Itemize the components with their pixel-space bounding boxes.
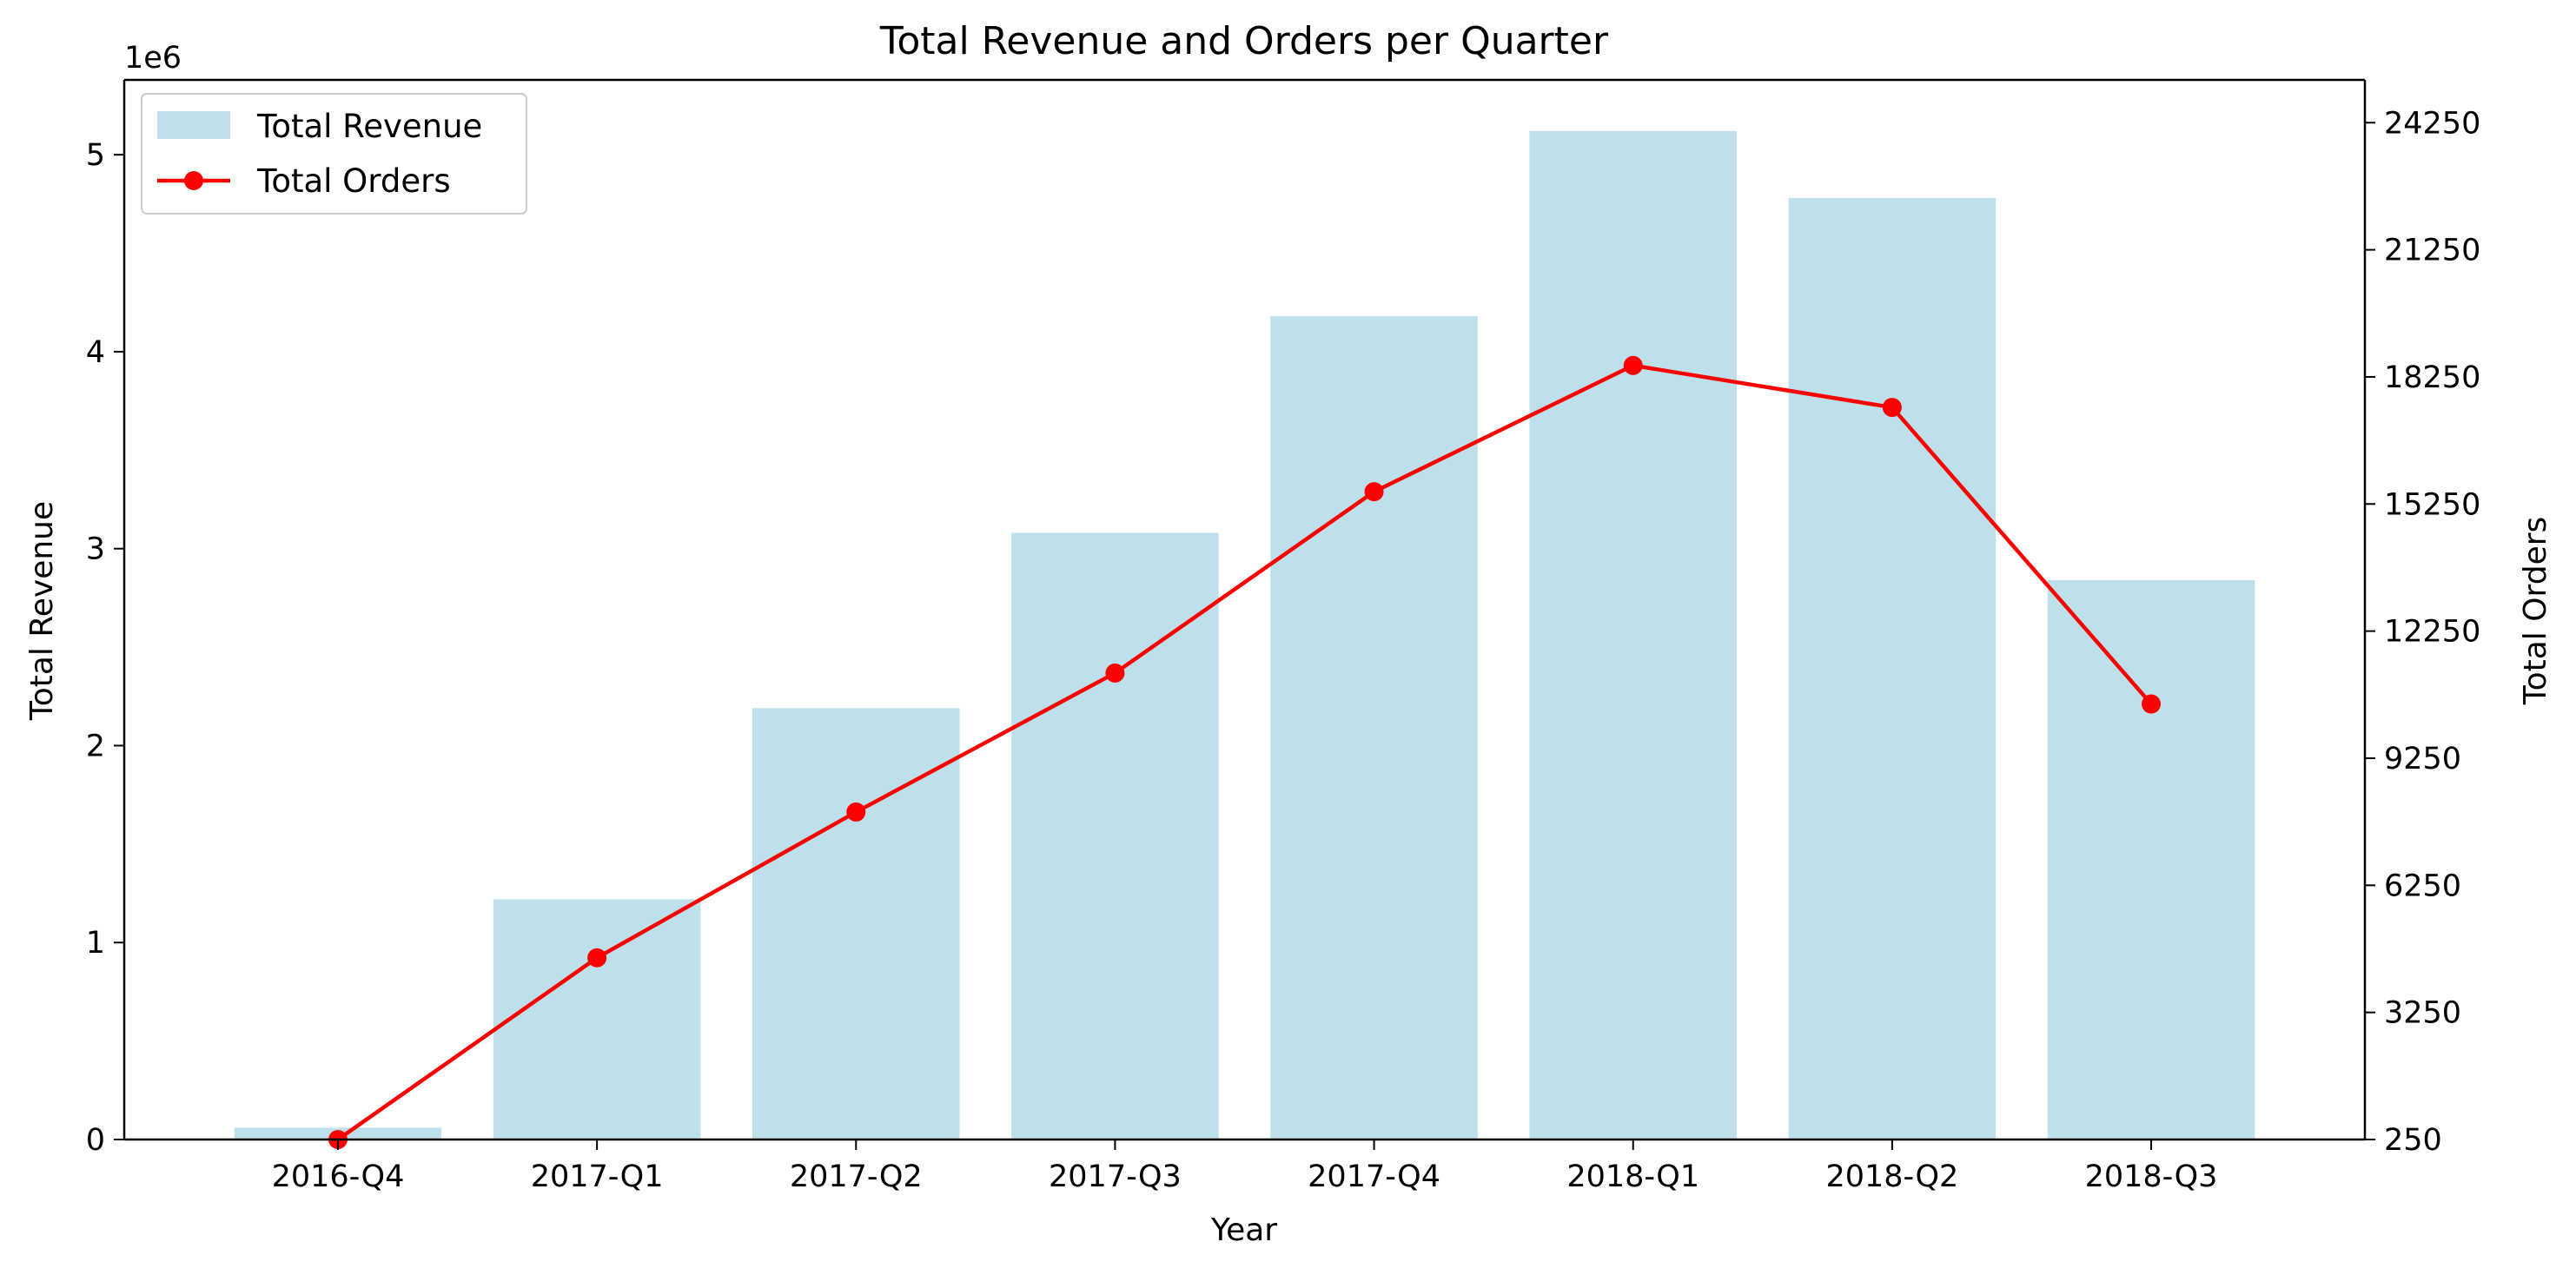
revenue-bar-2017-Q1: [493, 899, 701, 1140]
orders-point-2017-Q3: [1105, 663, 1125, 683]
x-tick-label: 2018-Q3: [2085, 1159, 2218, 1194]
y-tick-label: 0: [86, 1123, 105, 1158]
y-tick-label: 4: [86, 335, 105, 370]
revenue-bar-2018-Q2: [1788, 198, 1997, 1140]
orders-point-2018-Q2: [1882, 398, 1902, 418]
y2-tick-label: 12250: [2384, 615, 2480, 650]
x-tick-label: 2018-Q1: [1566, 1159, 1699, 1194]
legend-label-revenue: Total Revenue: [256, 108, 482, 145]
legend-box: [141, 93, 527, 215]
x-tick-label: 2016-Q4: [272, 1159, 405, 1194]
orders-point-2017-Q2: [846, 802, 866, 822]
y2-tick-label: 3250: [2384, 996, 2461, 1031]
y2-tick-label: 6250: [2384, 869, 2461, 903]
x-tick-label: 2017-Q2: [790, 1159, 923, 1194]
y2-tick-label: 24250: [2384, 106, 2480, 141]
y2-tick-label: 15250: [2384, 487, 2480, 522]
legend-label-orders: Total Orders: [256, 162, 451, 200]
y2-axis-title: Total Orders: [2518, 517, 2553, 706]
y2-tick-label: 9250: [2384, 742, 2461, 776]
revenue-bar-2017-Q3: [1011, 532, 1219, 1140]
axes: 2016-Q4 2017-Q1 2017-Q2 2017-Q3 2017-Q4 2018-…: [86, 78, 2480, 1194]
y-axis-title: Total Revenue: [24, 501, 60, 721]
chart-title: Total Revenue and Orders per Quarter: [879, 19, 1609, 63]
legend-marker-orders: [184, 171, 203, 190]
orders-point-2018-Q3: [2142, 694, 2162, 714]
x-tick-label: 2017-Q3: [1049, 1159, 1182, 1194]
orders-line: [328, 355, 2162, 1149]
revenue-bar-2017-Q4: [1270, 316, 1478, 1140]
orders-point-2018-Q1: [1623, 355, 1643, 375]
revenue-bar-2018-Q3: [2047, 579, 2255, 1140]
y-tick-label: 1: [86, 926, 105, 961]
revenue-bars: [234, 130, 2255, 1140]
orders-line-path: [336, 363, 2153, 1141]
x-tick-label: 2018-Q2: [1825, 1159, 1958, 1194]
legend-swatch-revenue: [157, 111, 230, 139]
y-tick-label: 2: [86, 729, 105, 763]
y-tick-label: 3: [86, 532, 105, 567]
y-tick-label: 5: [86, 138, 105, 173]
x-tick-label: 2017-Q1: [531, 1159, 664, 1194]
x-tick-label: 2017-Q4: [1308, 1159, 1440, 1194]
revenue-bar-2017-Q2: [752, 708, 960, 1140]
x-axis-title: Year: [1210, 1212, 1277, 1248]
y2-tick-label: 21250: [2384, 234, 2480, 268]
legend: Total Revenue Total Orders: [141, 93, 527, 215]
y2-tick-label: 18250: [2384, 360, 2480, 395]
revenue-bar-2018-Q1: [1529, 130, 1737, 1140]
y-axis-offset-label: 1e6: [124, 41, 182, 76]
orders-point-2017-Q4: [1364, 482, 1384, 502]
orders-point-2017-Q1: [587, 948, 607, 968]
y2-tick-label: 250: [2384, 1123, 2442, 1158]
